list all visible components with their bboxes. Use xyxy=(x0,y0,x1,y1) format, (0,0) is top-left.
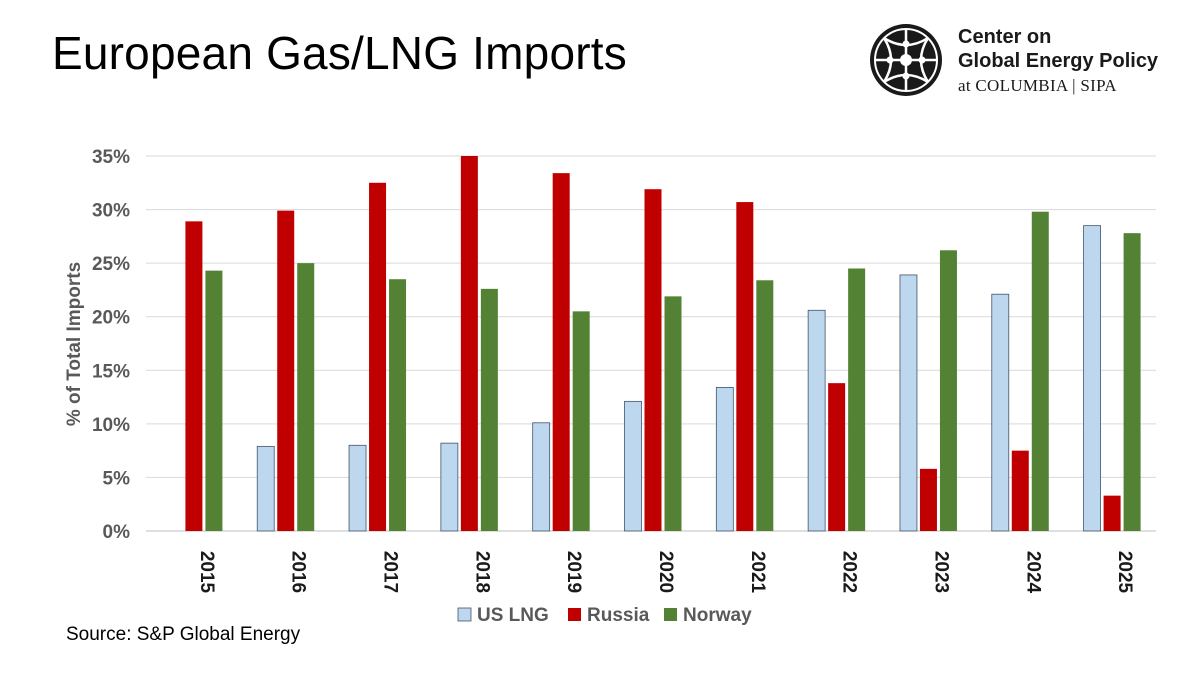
bar-us-lng-2025 xyxy=(1083,225,1101,532)
y-tick-label: 10% xyxy=(92,415,130,436)
x-tick-label: 2019 xyxy=(563,551,584,593)
bar-norway-2020 xyxy=(664,296,682,531)
x-tick-label: 2017 xyxy=(380,551,401,593)
bar-russia-2020 xyxy=(644,189,662,531)
legend-label-russia: Russia xyxy=(587,605,650,626)
y-tick-label: 5% xyxy=(103,468,131,489)
y-tick-label: 20% xyxy=(92,308,130,329)
x-tick-label: 2023 xyxy=(930,551,951,593)
y-tick-label: 0% xyxy=(103,522,131,543)
bar-us-lng-2016 xyxy=(256,445,275,532)
bar-norway-2022 xyxy=(848,268,866,531)
bar-russia-2019 xyxy=(552,173,570,531)
logo-line-2: Global Energy Policy xyxy=(958,50,1159,72)
bar-us-lng-2021 xyxy=(715,387,734,532)
x-axis-ticks: 2015 2016 2017 2018 2019 2020 2021 2022 2023 2024… xyxy=(196,551,1135,594)
legend-label-norway: Norway xyxy=(683,605,752,626)
bar-norway-2015 xyxy=(205,270,223,531)
bar-russia-2025 xyxy=(1103,495,1121,531)
x-tick-label: 2025 xyxy=(1114,551,1135,594)
logo-line-1: Center on xyxy=(958,26,1052,48)
bar-norway-2025 xyxy=(1123,233,1141,531)
bar-russia-2024 xyxy=(1011,450,1029,531)
bar-norway-2016 xyxy=(297,263,315,531)
bar-us-lng-2023 xyxy=(899,274,918,532)
bar-russia-2021 xyxy=(736,202,754,532)
bar-russia-2017 xyxy=(369,182,387,532)
cgep-logo: Center on Global Energy Policy at COLUMB… xyxy=(868,22,1178,98)
y-tick-label: 15% xyxy=(92,361,130,382)
bar-us-lng-2022 xyxy=(807,309,826,532)
bar-norway-2017 xyxy=(389,279,407,531)
bar-norway-2021 xyxy=(756,280,774,531)
bar-norway-2018 xyxy=(480,288,498,531)
bar-us-lng-2024 xyxy=(991,293,1010,532)
page-title: European Gas/LNG Imports xyxy=(52,27,627,79)
cgep-emblem-icon xyxy=(870,24,942,96)
y-axis-ticks: 0% 5% 10% 15% 20% 25% 30% 35% xyxy=(92,147,130,543)
legend-label-us-lng: US LNG xyxy=(477,605,549,626)
bar-russia-2022 xyxy=(828,383,846,531)
x-tick-label: 2016 xyxy=(288,551,309,593)
bar-russia-2015 xyxy=(185,221,203,531)
x-tick-label: 2022 xyxy=(839,551,860,593)
y-tick-label: 25% xyxy=(92,254,130,275)
x-tick-label: 2020 xyxy=(655,551,676,593)
bar-us-lng-2018 xyxy=(440,442,459,532)
x-tick-label: 2018 xyxy=(471,551,492,593)
bar-us-lng-2020 xyxy=(624,400,642,532)
bar-us-lng-2017 xyxy=(348,444,367,532)
source-note: Source: S&P Global Energy xyxy=(66,624,301,645)
y-axis-label: % of Total Imports xyxy=(64,262,85,426)
y-tick-label: 30% xyxy=(92,201,130,222)
bar-norway-2019 xyxy=(572,311,590,531)
legend-swatch-norway xyxy=(664,608,677,621)
x-tick-label: 2024 xyxy=(1022,551,1043,594)
bar-russia-2016 xyxy=(277,210,295,531)
x-tick-label: 2021 xyxy=(747,551,768,594)
bar-us-lng-2019 xyxy=(532,422,551,532)
logo-line-3: at COLUMBIA | SIPA xyxy=(958,76,1117,95)
bar-norway-2024 xyxy=(1031,211,1049,531)
bar-norway-2023 xyxy=(939,250,957,532)
bars xyxy=(185,156,1141,532)
bar-russia-2023 xyxy=(919,468,937,531)
legend-swatch-us-lng xyxy=(457,607,472,622)
legend: US LNG Russia Norway xyxy=(457,605,752,626)
legend-swatch-russia xyxy=(568,608,581,621)
y-tick-label: 35% xyxy=(92,147,130,168)
x-tick-label: 2015 xyxy=(196,551,217,594)
bar-russia-2018 xyxy=(460,156,478,531)
